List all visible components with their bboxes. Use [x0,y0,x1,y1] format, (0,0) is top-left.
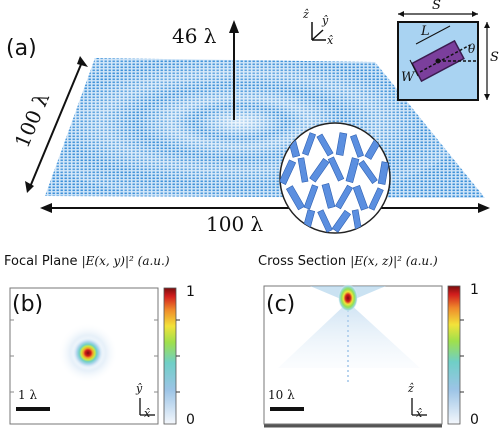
left-dimension-arrow [29,61,83,188]
height-label: 46 λ [172,24,217,48]
cross-section-map [263,284,464,428]
axis-triad-c [411,398,427,416]
axis-z-label-a: ẑ [303,8,309,21]
panel-c-caption: Cross Section |E(x, z)|² (a.u.) [258,254,438,269]
axis-x-label-c: x̂ [416,407,423,420]
colorbar-c-min: 0 [470,412,479,428]
axis-y-label-a: ŷ [322,14,329,27]
cell-w-label: W [401,70,415,85]
focal-spot-z [338,284,358,312]
panel-c-scalebar [270,407,304,411]
cell-s-right-label: S [490,50,499,65]
panel-b-title: Focal Plane [4,254,78,269]
axis-triad-b [139,398,155,416]
cell-l-label: L [421,24,430,39]
panel-c-title: Cross Section [258,254,347,269]
colorbar-b-min: 0 [186,412,195,428]
height-arrowhead [229,20,239,33]
axis-y-label-b: ŷ [136,382,143,395]
panel-a: (a) 46 λ 100 λ 100 λ ẑ ŷ x̂ S S L W θ [6,0,499,236]
focal-plane-map [9,287,180,425]
axis-triad-a [311,22,326,41]
colorbar-c-max: 1 [470,282,479,298]
panel-a-label: (a) [6,36,37,61]
panel-b: (b) 1 λ ŷ x̂ 1 0 [0,280,250,431]
panel-b-scalebar [16,407,50,411]
panel-c: (c) 10 λ ẑ x̂ 1 0 [250,280,500,431]
panel-c-label: (c) [266,292,296,317]
focal-spot [72,337,104,369]
cell-s-top-label: S [432,0,441,13]
colorbar-b [163,287,177,425]
axis-z-label-c: ẑ [408,382,414,395]
colorbar-b-max: 1 [186,284,195,300]
panel-b-scalebar-label: 1 λ [18,388,38,402]
axis-x-label-a: x̂ [327,34,334,47]
unit-cell-inset [397,11,490,101]
panel-b-quantity: |E(x, y)|² (a.u.) [81,254,170,268]
colorbar-c [447,285,461,425]
metasurface-illustration [25,11,490,234]
panel-c-scalebar-label: 10 λ [268,388,295,402]
cell-theta-label: θ [468,42,476,56]
axis-x-label-b: x̂ [144,407,151,420]
zoom-inset [279,122,391,234]
panel-b-label: (b) [12,292,44,317]
panel-c-quantity: |E(x, z)|² (a.u.) [350,254,438,268]
panel-b-caption: Focal Plane |E(x, y)|² (a.u.) [4,254,170,269]
bottom-size-label: 100 λ [206,212,264,236]
